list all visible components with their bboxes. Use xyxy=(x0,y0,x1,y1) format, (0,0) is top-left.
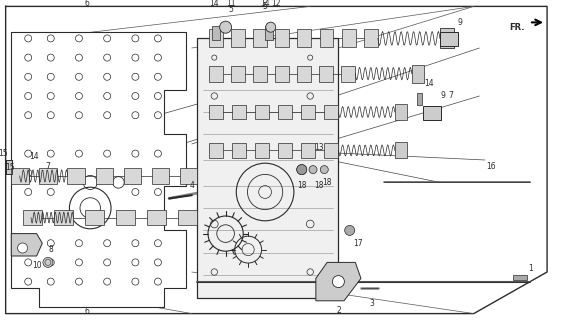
Bar xyxy=(85,211,104,225)
Text: 16: 16 xyxy=(486,162,496,171)
Bar xyxy=(232,143,246,157)
Text: 15: 15 xyxy=(6,164,15,172)
Bar xyxy=(147,211,166,225)
Bar xyxy=(253,66,267,82)
Text: 14: 14 xyxy=(260,0,270,8)
Circle shape xyxy=(345,225,355,236)
Bar xyxy=(116,211,135,225)
Text: 8: 8 xyxy=(49,245,53,254)
Text: 2: 2 xyxy=(336,306,341,315)
Circle shape xyxy=(297,164,307,175)
Text: 14: 14 xyxy=(209,0,219,8)
Bar xyxy=(278,143,292,157)
Bar xyxy=(324,143,338,157)
Bar xyxy=(255,105,269,119)
Text: 18: 18 xyxy=(297,181,306,190)
Bar xyxy=(6,160,12,174)
Bar xyxy=(68,168,85,184)
Bar xyxy=(6,160,12,174)
Bar xyxy=(297,29,311,47)
Bar xyxy=(180,168,197,184)
Text: 15: 15 xyxy=(0,149,8,158)
Text: 5: 5 xyxy=(263,2,267,11)
Circle shape xyxy=(219,21,232,33)
Bar xyxy=(412,65,424,83)
Bar xyxy=(275,66,289,82)
Bar xyxy=(54,211,73,225)
Text: 17: 17 xyxy=(353,239,363,248)
Text: 7: 7 xyxy=(46,162,50,171)
Bar xyxy=(417,93,422,105)
Text: 18: 18 xyxy=(323,178,332,187)
Circle shape xyxy=(320,166,328,173)
Circle shape xyxy=(297,164,307,175)
Text: 3: 3 xyxy=(370,300,374,308)
Text: 9: 9 xyxy=(440,92,445,100)
Text: 5: 5 xyxy=(229,5,233,14)
Bar xyxy=(440,28,454,48)
Text: 14: 14 xyxy=(424,79,434,88)
Bar xyxy=(341,66,355,82)
Circle shape xyxy=(17,243,28,253)
Polygon shape xyxy=(11,234,42,256)
Bar xyxy=(513,275,527,280)
Bar xyxy=(319,66,333,82)
Bar xyxy=(253,29,267,47)
Bar xyxy=(212,26,219,40)
Text: 12: 12 xyxy=(272,0,281,8)
Circle shape xyxy=(43,257,53,268)
Circle shape xyxy=(266,22,276,32)
Polygon shape xyxy=(197,38,338,298)
Bar xyxy=(209,29,223,47)
Bar xyxy=(395,104,407,120)
Bar xyxy=(209,66,223,82)
Bar xyxy=(39,168,57,184)
Text: 10: 10 xyxy=(32,261,42,270)
Text: 9: 9 xyxy=(457,18,462,27)
Bar xyxy=(301,105,315,119)
Bar xyxy=(278,105,292,119)
Text: 1: 1 xyxy=(528,264,532,273)
Bar xyxy=(209,143,223,157)
Text: 7: 7 xyxy=(449,92,453,100)
Bar xyxy=(178,211,197,225)
Bar xyxy=(231,66,245,82)
Bar xyxy=(395,142,407,158)
Bar xyxy=(324,105,338,119)
Text: 14: 14 xyxy=(29,152,39,161)
Bar xyxy=(209,105,223,119)
Bar xyxy=(152,168,169,184)
Circle shape xyxy=(332,276,345,288)
Bar xyxy=(265,26,273,40)
Bar xyxy=(275,29,289,47)
Text: FR.: FR. xyxy=(509,23,525,32)
Text: 13: 13 xyxy=(314,143,324,152)
Bar xyxy=(423,106,441,120)
Bar xyxy=(11,168,29,184)
Bar xyxy=(124,168,141,184)
Bar xyxy=(232,105,246,119)
Bar xyxy=(297,66,311,82)
Bar xyxy=(364,29,378,47)
Bar xyxy=(301,143,315,157)
Polygon shape xyxy=(11,32,186,307)
Bar xyxy=(440,32,458,46)
Circle shape xyxy=(309,166,317,173)
Bar xyxy=(23,211,42,225)
Text: 4: 4 xyxy=(190,181,194,190)
Bar xyxy=(231,29,245,47)
Bar xyxy=(95,168,113,184)
Bar xyxy=(255,143,269,157)
Polygon shape xyxy=(316,262,361,301)
Text: 11: 11 xyxy=(227,0,236,8)
Text: 6: 6 xyxy=(85,308,90,316)
Bar xyxy=(320,29,333,47)
Text: 18: 18 xyxy=(314,181,323,190)
Text: 6: 6 xyxy=(85,0,90,8)
Bar xyxy=(342,29,356,47)
